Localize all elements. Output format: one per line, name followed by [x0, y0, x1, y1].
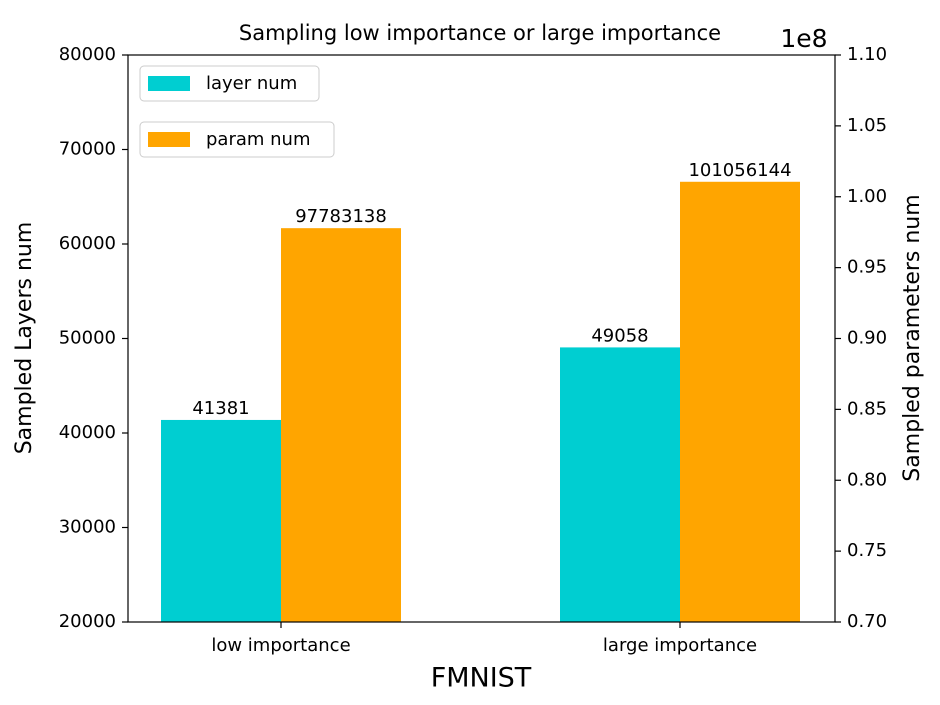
legend-box: [139, 121, 335, 158]
y2-tick-label: 0.75: [847, 540, 887, 561]
y2-axis-label: Sampled parameters num: [900, 194, 925, 481]
y-tick-label: 50000: [59, 328, 116, 349]
y2-tick-label: 0.95: [847, 257, 887, 278]
x-tick-label: large importance: [603, 635, 757, 656]
y2-offset-label: 1e8: [780, 24, 827, 53]
legend-swatch: [148, 132, 190, 147]
y-tick-label: 80000: [59, 44, 116, 65]
value-label: 49058: [591, 325, 648, 346]
x-tick-label: low importance: [211, 635, 350, 656]
bar: [281, 228, 401, 622]
plot-frame: [127, 54, 836, 623]
y2-tick-label: 0.85: [847, 398, 887, 419]
bar: [560, 347, 680, 622]
legend-label: param num: [206, 129, 311, 150]
y2-tick-label: 1.00: [847, 186, 887, 207]
value-label: 101056144: [688, 160, 791, 181]
legend-box: [139, 65, 320, 102]
bar: [680, 181, 800, 622]
x-axis-label: FMNIST: [431, 663, 532, 694]
y-tick-label: 60000: [59, 233, 116, 254]
y2-tick-label: 1.10: [847, 44, 887, 65]
bar: [161, 419, 281, 622]
y-tick-label: 20000: [59, 611, 116, 632]
y2-tick-label: 0.90: [847, 328, 887, 349]
value-label: 41381: [192, 398, 249, 419]
y-tick-label: 40000: [59, 422, 116, 443]
y2-tick-label: 1.05: [847, 115, 887, 136]
legend-swatch: [148, 76, 190, 91]
legend-label: layer num: [206, 73, 297, 94]
y-axis-label: Sampled Layers num: [12, 222, 37, 455]
chart-title: Sampling low importance or large importa…: [239, 21, 721, 45]
value-label: 97783138: [295, 206, 387, 227]
y-tick-label: 70000: [59, 139, 116, 160]
y2-tick-label: 0.70: [847, 611, 887, 632]
y2-tick-label: 0.80: [847, 469, 887, 490]
y-tick-label: 30000: [59, 517, 116, 538]
